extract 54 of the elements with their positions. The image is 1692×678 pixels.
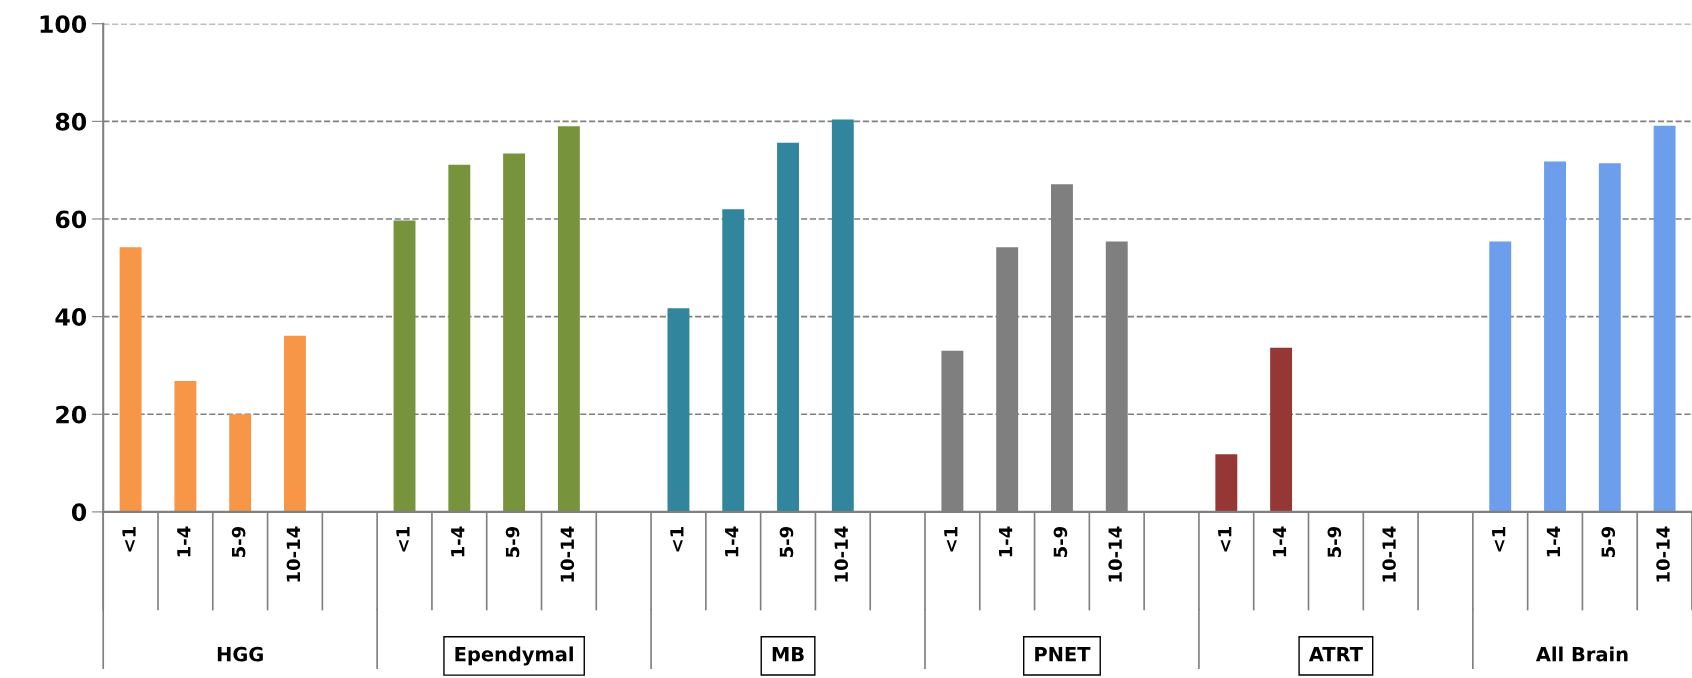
text: Ependymal bbox=[455, 646, 573, 666]
x-tick-label: <1 bbox=[670, 527, 684, 552]
text: PNET bbox=[1035, 647, 1091, 662]
bar bbox=[1544, 161, 1566, 512]
bar bbox=[1653, 125, 1676, 512]
y-tick-label: 40 bbox=[55, 308, 87, 326]
x-tick-label: 1-4 bbox=[177, 526, 191, 557]
bar bbox=[557, 126, 580, 512]
bar bbox=[1270, 347, 1293, 512]
bar bbox=[777, 142, 799, 512]
bar bbox=[667, 308, 690, 512]
x-tick-label: 1-4 bbox=[1272, 526, 1287, 557]
x-tick-label: <1 bbox=[396, 527, 410, 552]
bar bbox=[503, 153, 526, 512]
x-tick-label: 1-4 bbox=[725, 526, 739, 557]
x-tick-label: 10-14 bbox=[834, 526, 849, 582]
bar bbox=[448, 164, 471, 512]
x-tick-label: 1-4 bbox=[1546, 526, 1561, 557]
bar bbox=[1598, 163, 1621, 512]
x-tick-label: 10-14 bbox=[286, 526, 301, 582]
bar bbox=[284, 335, 306, 512]
x-tick-label: 5-9 bbox=[505, 526, 520, 557]
bar bbox=[722, 209, 745, 512]
y-tick-label: 0 bbox=[71, 503, 87, 522]
x-tick-label: 5-9 bbox=[779, 526, 794, 557]
x-tick-label: 10-14 bbox=[1382, 526, 1396, 582]
text: All Brain bbox=[1535, 646, 1628, 662]
text: MB bbox=[772, 647, 804, 662]
text: HGG bbox=[217, 646, 263, 662]
bar bbox=[229, 414, 252, 512]
y-tick-label: 20 bbox=[56, 405, 87, 424]
bar bbox=[831, 119, 854, 512]
y-tick-label: 80 bbox=[55, 112, 87, 131]
y-tick-label: 60 bbox=[55, 210, 87, 229]
bar bbox=[174, 381, 197, 512]
x-tick-label: 5-9 bbox=[1327, 526, 1342, 557]
x-tick-label: 10-14 bbox=[560, 526, 575, 582]
x-tick-label: 5-9 bbox=[1601, 526, 1616, 557]
x-tick-label: <1 bbox=[1218, 527, 1232, 552]
bar bbox=[393, 220, 416, 512]
x-tick-label: 5-9 bbox=[1053, 526, 1068, 557]
x-tick-label: <1 bbox=[944, 527, 958, 552]
x-tick-label: 1-4 bbox=[999, 526, 1013, 557]
x-tick-label: <1 bbox=[1492, 527, 1506, 552]
bar bbox=[1215, 454, 1238, 512]
x-tick-label: 5-9 bbox=[231, 526, 246, 557]
x-tick-label: 1-4 bbox=[451, 526, 465, 557]
bar bbox=[1489, 241, 1512, 512]
x-tick-label: 10-14 bbox=[1108, 526, 1122, 582]
x-tick-label: <1 bbox=[122, 527, 136, 552]
text: ATRT bbox=[1308, 647, 1363, 662]
bar bbox=[119, 247, 142, 512]
x-tick-label: 10-14 bbox=[1656, 526, 1670, 582]
y-tick-label: 100 bbox=[40, 15, 87, 34]
